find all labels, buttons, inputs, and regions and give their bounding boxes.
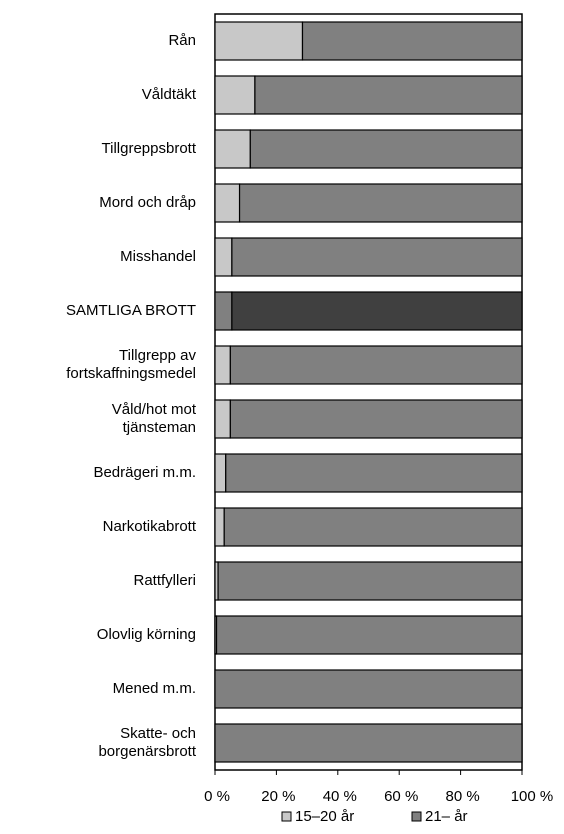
bar-segment [214, 75, 256, 115]
bar-segment [217, 561, 523, 601]
bar-segment [214, 183, 241, 223]
bar-segment [214, 129, 251, 169]
y-tick-label: Mened m.m. [113, 680, 196, 697]
x-tick-label: 20 % [261, 788, 295, 805]
y-tick-label: Mord och dråp [99, 194, 196, 211]
bar-segment [223, 507, 523, 547]
y-tick-label: Rån [168, 32, 196, 49]
bar-segment [229, 399, 523, 439]
y-tick-label: SAMTLIGA BROTT [66, 302, 196, 319]
y-tick-label: Tillgrepp av fortskaffningsmedel [66, 347, 196, 382]
y-tick-label: Misshandel [120, 248, 196, 265]
y-tick-label: Tillgreppsbrott [102, 140, 197, 157]
bar-segment [231, 291, 523, 331]
bar-segment [225, 453, 523, 493]
x-tick-label: 40 % [323, 788, 357, 805]
y-tick-label: Bedrägeri m.m. [93, 464, 196, 481]
plot-frame [214, 13, 523, 771]
bar-segment [214, 399, 231, 439]
bar-segment [214, 669, 523, 709]
y-tick-label: Skatte- och borgenärsbrott [98, 725, 196, 760]
x-tick-label: 80 % [445, 788, 479, 805]
y-tick-label: Narkotikabrott [103, 518, 197, 535]
legend-label: 15–20 år [295, 808, 354, 825]
x-tick-label: 0 % [204, 788, 230, 805]
legend-label: 21– år [425, 808, 468, 825]
legend-swatch [281, 811, 292, 822]
bar-segment [214, 453, 227, 493]
bar-segment [301, 21, 523, 61]
x-tick-label: 60 % [384, 788, 418, 805]
bar-segment [229, 345, 523, 385]
y-tick-label: Våld/hot mot tjänsteman [112, 401, 197, 436]
bar-segment [214, 345, 231, 385]
bar-segment [214, 723, 523, 763]
y-tick-label: Olovlig körning [97, 626, 196, 643]
bar-segment [238, 183, 523, 223]
bar-segment [254, 75, 523, 115]
y-tick-label: Rattfylleri [133, 572, 196, 589]
legend-swatch [411, 811, 422, 822]
bar-segment [214, 237, 233, 277]
y-tick-label: Våldtäkt [142, 86, 197, 103]
bar-segment [214, 21, 304, 61]
x-tick-label: 100 % [511, 788, 554, 805]
bar-segment [231, 237, 523, 277]
bar-segment [215, 615, 523, 655]
bar-segment [214, 291, 233, 331]
bar-segment [214, 507, 225, 547]
bar-segment [249, 129, 523, 169]
